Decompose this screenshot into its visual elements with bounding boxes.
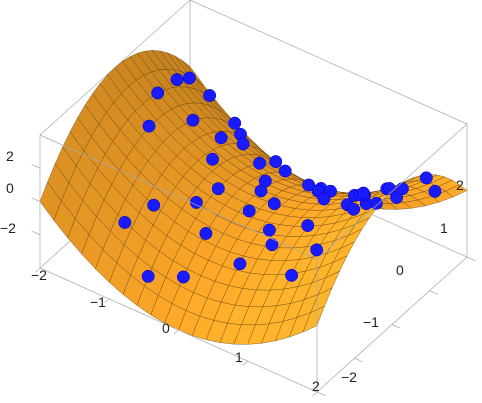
data-point xyxy=(147,198,161,212)
data-point xyxy=(419,171,433,185)
z-tick-mark xyxy=(31,197,41,202)
data-point xyxy=(228,116,242,130)
data-point xyxy=(142,119,156,133)
y-tick-label: 2 xyxy=(456,177,464,193)
data-point xyxy=(170,73,184,87)
x-tick-label: −1 xyxy=(90,294,106,310)
data-point xyxy=(269,155,283,169)
data-points xyxy=(118,71,442,284)
bounding-box-front xyxy=(31,123,476,397)
x-tick-mark xyxy=(312,391,318,397)
data-point xyxy=(317,192,331,206)
data-point xyxy=(141,269,155,283)
data-point xyxy=(285,268,299,282)
data-point xyxy=(278,164,292,178)
data-point xyxy=(428,184,442,198)
x-tick-mark xyxy=(104,298,110,304)
data-point xyxy=(382,182,396,195)
y-tick-mark xyxy=(429,290,438,295)
y-axis-ticks: −2 −1 0 1 2 xyxy=(341,177,464,385)
data-point xyxy=(369,196,383,210)
data-point xyxy=(265,238,279,252)
data-point xyxy=(254,184,268,198)
y-tick-mark xyxy=(354,357,363,363)
x-tick-label: 2 xyxy=(312,378,320,394)
x-tick-mark xyxy=(243,360,248,366)
data-point xyxy=(356,186,370,200)
x-tick-mark xyxy=(173,329,179,335)
data-point xyxy=(118,216,132,229)
x-tick-label: 0 xyxy=(162,320,170,336)
data-point xyxy=(395,182,409,196)
surface-quad xyxy=(302,305,325,333)
box-edge xyxy=(189,0,468,125)
box-edge xyxy=(316,123,468,260)
data-point xyxy=(203,89,217,102)
y-tick-label: −1 xyxy=(363,314,379,330)
data-point xyxy=(267,197,281,211)
data-point xyxy=(211,182,225,196)
data-point xyxy=(302,178,316,192)
y-tick-mark xyxy=(466,256,476,262)
y-tick-label: 1 xyxy=(440,220,448,236)
x-tick-label: −2 xyxy=(31,267,47,283)
x-axis-ticks: −2 −1 0 1 2 xyxy=(31,267,320,394)
data-point xyxy=(176,270,190,284)
z-tick-label: −2 xyxy=(0,220,16,236)
data-point xyxy=(262,223,276,237)
data-point xyxy=(233,257,247,271)
data-point xyxy=(199,227,213,240)
box-edge xyxy=(39,134,318,260)
data-point xyxy=(253,156,266,170)
z-tick-mark xyxy=(31,164,41,169)
y-tick-mark xyxy=(316,391,326,397)
z-tick-label: 0 xyxy=(6,180,14,196)
data-point xyxy=(236,137,250,151)
data-point xyxy=(182,71,196,85)
data-point xyxy=(214,131,228,145)
data-point xyxy=(186,113,200,127)
data-point xyxy=(347,202,361,216)
data-point xyxy=(301,219,315,232)
z-tick-mark xyxy=(31,230,41,236)
y-tick-label: −2 xyxy=(341,369,357,385)
y-tick-mark xyxy=(391,324,401,329)
data-point xyxy=(206,152,219,166)
x-tick-mark xyxy=(35,267,41,273)
data-point xyxy=(242,204,256,218)
y-tick-label: 0 xyxy=(396,262,404,278)
data-point xyxy=(151,86,165,100)
z-tick-label: 2 xyxy=(6,148,14,164)
x-tick-label: 1 xyxy=(235,349,243,365)
data-point xyxy=(310,243,324,257)
z-axis-ticks: −2 0 2 xyxy=(0,148,16,236)
